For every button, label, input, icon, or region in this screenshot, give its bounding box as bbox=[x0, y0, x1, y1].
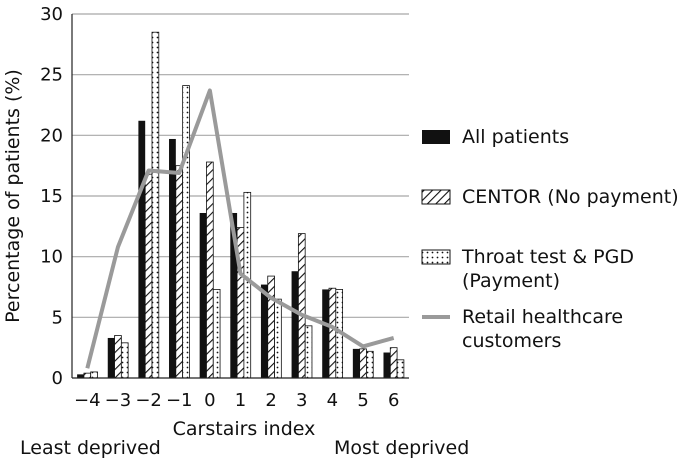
legend-label: All patients bbox=[462, 126, 570, 148]
legend-item-retail: Retail healthcare customers bbox=[420, 305, 690, 353]
bar-solid bbox=[77, 374, 84, 378]
bar-dotted bbox=[243, 191, 252, 379]
bar-dotted bbox=[304, 325, 313, 379]
bar-dotted bbox=[274, 298, 282, 379]
legend-label-block: Retail healthcare customers bbox=[462, 305, 623, 353]
bar-dotted bbox=[90, 371, 98, 379]
y-tick-label: 10 bbox=[40, 247, 63, 268]
legend-swatch-dotted bbox=[421, 249, 451, 265]
bar-hatched bbox=[206, 161, 214, 379]
bar-dotted bbox=[396, 359, 405, 379]
y-tick-label: 15 bbox=[40, 186, 63, 207]
x-tick-label: 4 bbox=[327, 390, 338, 411]
y-axis-title: Percentage of patients (%) bbox=[2, 69, 24, 323]
bar-solid bbox=[291, 271, 299, 378]
y-tick-label: 25 bbox=[40, 65, 63, 86]
bar-solid bbox=[107, 337, 115, 378]
bar-solid bbox=[352, 348, 360, 378]
x-tick-label: −3 bbox=[105, 390, 132, 411]
legend-label-block: Throat test & PGD (Payment) bbox=[462, 245, 634, 293]
bar-solid bbox=[260, 284, 268, 378]
bar-dotted bbox=[212, 289, 221, 379]
y-tick-label: 5 bbox=[52, 307, 63, 328]
bar-hatched bbox=[359, 348, 367, 379]
x-tick-label: 5 bbox=[357, 390, 368, 411]
legend-label: Retail healthcare bbox=[462, 306, 624, 328]
bar-solid bbox=[383, 352, 391, 378]
x-tick-label: 3 bbox=[296, 390, 307, 411]
bar-dotted bbox=[151, 31, 160, 379]
y-tick-label: 0 bbox=[52, 368, 63, 389]
bar-hatched bbox=[267, 275, 275, 379]
legend-item-throat-test: Throat test & PGD (Payment) bbox=[420, 245, 690, 293]
most-deprived-label: Most deprived bbox=[334, 437, 470, 459]
bar-solid bbox=[169, 138, 176, 378]
legend: All patients CENTOR (No payment) Throat … bbox=[420, 118, 690, 353]
bar-solid bbox=[199, 212, 207, 378]
legend-label: Throat test & PGD bbox=[462, 246, 634, 268]
x-tick-label: 6 bbox=[388, 390, 399, 411]
bar-dotted bbox=[366, 350, 374, 379]
legend-label: CENTOR (No payment) bbox=[462, 186, 679, 208]
legend-swatch-solid bbox=[422, 130, 450, 144]
bar-solid bbox=[230, 212, 238, 378]
legend-label-line2: customers bbox=[462, 330, 562, 352]
y-tick-label: 30 bbox=[40, 4, 63, 25]
bar-hatched bbox=[389, 347, 398, 379]
legend-swatch-hatched bbox=[421, 189, 451, 205]
x-tick-label: 2 bbox=[265, 390, 276, 411]
legend-swatch-line bbox=[422, 315, 450, 319]
bar-hatched bbox=[297, 233, 306, 379]
bar-hatched bbox=[83, 372, 92, 379]
bar-solid bbox=[322, 289, 330, 378]
x-tick-label: −1 bbox=[166, 390, 193, 411]
legend-item-centor: CENTOR (No payment) bbox=[420, 185, 690, 209]
bar-hatched bbox=[144, 173, 153, 379]
bar-hatched bbox=[114, 335, 122, 379]
line-series-retail bbox=[85, 88, 395, 369]
legend-label-line2: (Payment) bbox=[462, 270, 561, 292]
bar-dotted bbox=[182, 85, 190, 379]
bar-solid bbox=[138, 120, 146, 379]
x-tick-label: −2 bbox=[135, 390, 162, 411]
x-axis-title: Carstairs index bbox=[173, 418, 316, 440]
x-tick-label: 0 bbox=[204, 390, 215, 411]
x-tick-label: 1 bbox=[235, 390, 246, 411]
bar-hatched bbox=[328, 287, 337, 379]
least-deprived-label: Least deprived bbox=[20, 437, 161, 459]
bar-hatched bbox=[175, 165, 184, 379]
y-tick-label: 20 bbox=[40, 125, 63, 146]
bar-dotted bbox=[120, 342, 129, 379]
x-tick-label: −4 bbox=[74, 390, 101, 411]
legend-item-all-patients: All patients bbox=[420, 125, 690, 149]
